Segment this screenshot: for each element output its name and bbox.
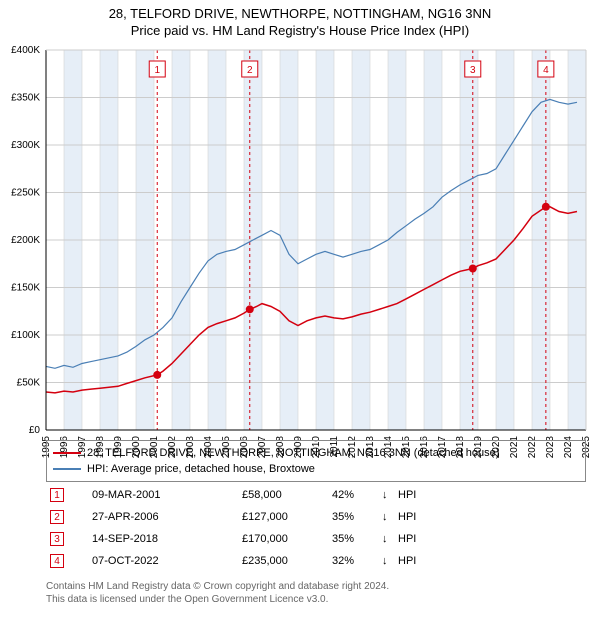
svg-text:£150K: £150K [11, 283, 40, 294]
legend-label: HPI: Average price, detached house, Brox… [87, 463, 315, 475]
footer-line1: Contains HM Land Registry data © Crown c… [46, 580, 586, 593]
down-arrow-icon: ↓ [382, 489, 398, 501]
chart-container: 28, TELFORD DRIVE, NEWTHORPE, NOTTINGHAM… [0, 0, 600, 620]
title-block: 28, TELFORD DRIVE, NEWTHORPE, NOTTINGHAM… [0, 0, 600, 38]
transaction-row: 3 14-SEP-2018£170,00035%↓HPI [46, 528, 586, 550]
chart-plot-area: £0£50K£100K£150K£200K£250K£300K£350K£400… [46, 50, 586, 430]
legend-box: 28, TELFORD DRIVE, NEWTHORPE, NOTTINGHAM… [46, 440, 586, 482]
svg-text:£250K: £250K [11, 188, 40, 199]
transaction-row: 2 27-APR-2006£127,00035%↓HPI [46, 506, 586, 528]
svg-text:£400K: £400K [11, 45, 40, 56]
svg-text:£350K: £350K [11, 93, 40, 104]
transaction-pct: 32% [332, 555, 382, 567]
legend-swatch [53, 468, 81, 470]
transaction-price: £170,000 [242, 533, 332, 545]
transaction-pct: 42% [332, 489, 382, 501]
title-line2: Price paid vs. HM Land Registry's House … [0, 23, 600, 38]
transaction-price: £235,000 [242, 555, 332, 567]
transaction-pct: 35% [332, 511, 382, 523]
transaction-date: 14-SEP-2018 [92, 533, 242, 545]
transaction-price: £58,000 [242, 489, 332, 501]
legend-row: 28, TELFORD DRIVE, NEWTHORPE, NOTTINGHAM… [53, 445, 579, 461]
transaction-marker: 4 [50, 554, 64, 568]
legend-label: 28, TELFORD DRIVE, NEWTHORPE, NOTTINGHAM… [87, 447, 499, 459]
down-arrow-icon: ↓ [382, 555, 398, 567]
transaction-row: 4 07-OCT-2022£235,00032%↓HPI [46, 550, 586, 572]
transaction-date: 27-APR-2006 [92, 511, 242, 523]
transactions-table: 109-MAR-2001£58,00042%↓HPI227-APR-2006£1… [46, 484, 586, 572]
down-arrow-icon: ↓ [382, 511, 398, 523]
svg-text:£300K: £300K [11, 140, 40, 151]
transaction-row: 1 09-MAR-2001£58,00042%↓HPI [46, 484, 586, 506]
transaction-hpi-label: HPI [398, 511, 416, 523]
transaction-price: £127,000 [242, 511, 332, 523]
legend-swatch [53, 452, 81, 454]
svg-text:£200K: £200K [11, 235, 40, 246]
transaction-hpi-label: HPI [398, 555, 416, 567]
svg-text:£100K: £100K [11, 330, 40, 341]
transaction-date: 09-MAR-2001 [92, 489, 242, 501]
svg-text:£0: £0 [29, 425, 41, 436]
transaction-marker: 2 [50, 510, 64, 524]
transaction-date: 07-OCT-2022 [92, 555, 242, 567]
svg-text:1: 1 [154, 65, 160, 76]
svg-text:4: 4 [543, 65, 549, 76]
chart-svg: £0£50K£100K£150K£200K£250K£300K£350K£400… [46, 50, 586, 430]
transaction-pct: 35% [332, 533, 382, 545]
transaction-hpi-label: HPI [398, 489, 416, 501]
down-arrow-icon: ↓ [382, 533, 398, 545]
footer-line2: This data is licensed under the Open Gov… [46, 593, 586, 606]
title-line1: 28, TELFORD DRIVE, NEWTHORPE, NOTTINGHAM… [0, 6, 600, 21]
transaction-marker: 1 [50, 488, 64, 502]
legend-row: HPI: Average price, detached house, Brox… [53, 461, 579, 477]
footer-attribution: Contains HM Land Registry data © Crown c… [46, 580, 586, 606]
svg-text:£50K: £50K [17, 378, 41, 389]
transaction-hpi-label: HPI [398, 533, 416, 545]
transaction-marker: 3 [50, 532, 64, 546]
svg-text:3: 3 [470, 65, 476, 76]
svg-text:2: 2 [247, 65, 253, 76]
